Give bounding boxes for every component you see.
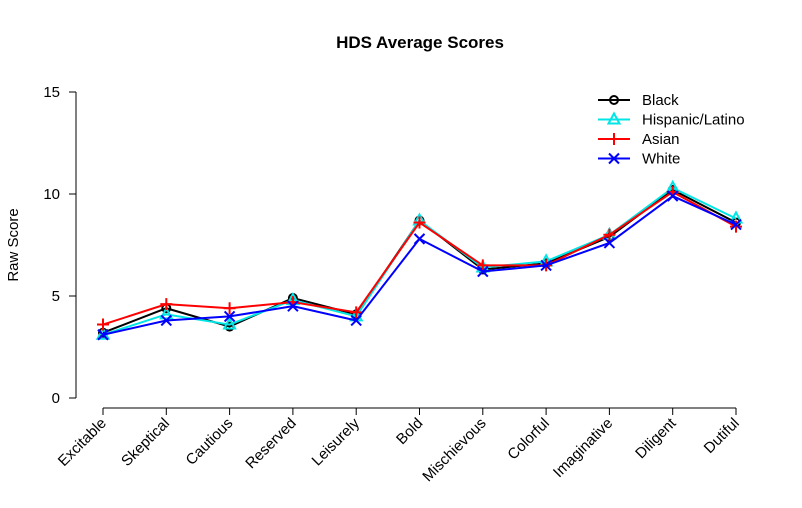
x-tick-label: Excitable	[55, 415, 110, 470]
data-point	[350, 306, 363, 319]
y-tick-label: 0	[52, 390, 60, 407]
data-point	[730, 218, 742, 231]
data-point	[97, 329, 109, 341]
x-tick-label: Dutiful	[701, 415, 743, 457]
data-point	[540, 259, 552, 272]
data-point	[413, 216, 426, 229]
data-point	[287, 300, 299, 312]
y-tick-label: 5	[52, 288, 60, 305]
data-point	[222, 316, 237, 330]
data-point	[223, 302, 236, 315]
data-point	[477, 265, 489, 278]
x-tick-label: Leisurely	[309, 414, 364, 469]
x-axis: Excitable Skeptical Cautious Reserved Leisur…	[55, 407, 743, 485]
series-hispanic-latino	[95, 179, 744, 340]
x-tick-label: Reserved	[242, 415, 299, 472]
series-layer	[95, 179, 744, 341]
legend-marker	[606, 111, 622, 125]
legend-marker	[608, 152, 620, 165]
legend-item: Asian	[598, 131, 680, 148]
data-point	[350, 314, 362, 327]
data-point	[603, 237, 616, 249]
series-line	[102, 186, 737, 336]
chart-title: HDS Average Scores	[336, 33, 504, 52]
data-point	[666, 190, 679, 202]
legend-label: Black	[642, 92, 679, 109]
legend-label: Asian	[642, 131, 680, 148]
legend: Black Hispanic/Latino Asian White	[598, 92, 745, 168]
legend-marker	[609, 95, 619, 105]
x-tick-label: Mischievous	[419, 415, 489, 485]
data-point	[160, 314, 173, 327]
legend-item: Black	[598, 92, 679, 109]
y-tick-label: 15	[43, 84, 60, 101]
data-point	[97, 318, 109, 331]
x-tick-label: Diligent	[632, 414, 680, 462]
x-tick-label: Bold	[393, 415, 426, 448]
legend-item: Hispanic/Latino	[598, 111, 745, 129]
legend-label: White	[642, 151, 680, 168]
data-point	[413, 233, 426, 245]
y-axis-label: Raw Score	[5, 208, 22, 281]
legend-marker	[608, 133, 620, 145]
data-point	[476, 259, 489, 272]
x-tick-label: Imaginative	[550, 415, 616, 481]
legend-item: White	[598, 151, 680, 168]
x-tick-label: Colorful	[504, 415, 553, 464]
data-point	[223, 310, 236, 323]
y-axis: 0 5 10 15	[43, 84, 77, 407]
x-tick-label: Cautious	[183, 415, 237, 469]
data-point	[730, 220, 742, 233]
x-tick-label: Skeptical	[118, 415, 173, 470]
y-tick-label: 10	[43, 186, 60, 203]
series-white	[97, 190, 742, 341]
legend-label: Hispanic/Latino	[642, 112, 745, 129]
data-point	[159, 306, 174, 320]
data-point	[160, 298, 173, 311]
data-point	[603, 228, 616, 241]
